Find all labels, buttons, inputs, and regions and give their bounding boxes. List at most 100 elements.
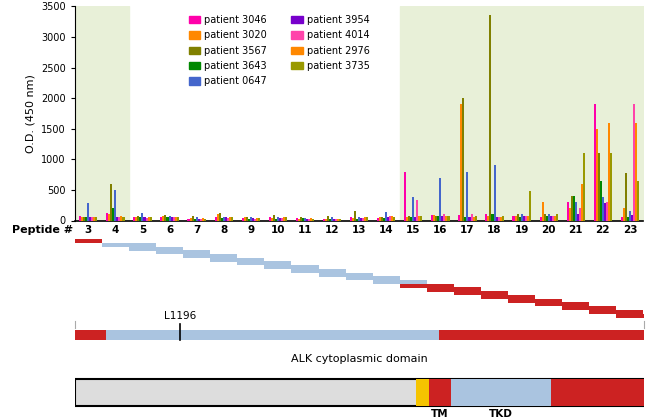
Text: 22: 22 xyxy=(595,225,610,235)
Bar xyxy=(325,219,327,221)
Bar xyxy=(194,219,196,221)
Text: 9: 9 xyxy=(247,225,254,235)
Bar xyxy=(462,98,464,220)
Bar xyxy=(258,218,260,221)
Bar xyxy=(352,218,354,221)
Bar xyxy=(216,214,218,221)
Bar xyxy=(175,217,177,220)
Bar xyxy=(535,302,590,307)
Text: 19: 19 xyxy=(514,225,529,235)
Bar xyxy=(87,203,89,221)
Bar xyxy=(519,217,521,220)
Text: 13: 13 xyxy=(352,225,367,235)
Bar xyxy=(528,191,531,220)
Bar xyxy=(318,273,372,277)
Bar xyxy=(75,239,102,243)
Bar xyxy=(83,217,85,220)
Bar xyxy=(502,215,504,220)
Bar xyxy=(569,208,571,220)
Bar xyxy=(471,214,473,221)
Bar xyxy=(577,214,579,220)
Bar xyxy=(79,215,81,220)
Bar xyxy=(540,217,541,220)
Bar xyxy=(220,218,223,221)
Bar xyxy=(412,197,414,220)
Bar xyxy=(556,214,558,221)
Bar xyxy=(200,219,201,221)
Text: ALK cytoplasmic domain: ALK cytoplasmic domain xyxy=(291,354,428,364)
Bar xyxy=(431,215,434,220)
Bar xyxy=(192,215,194,220)
Bar xyxy=(443,214,445,221)
Bar xyxy=(441,215,443,220)
Bar xyxy=(508,299,562,303)
Bar xyxy=(164,215,166,220)
Bar xyxy=(454,291,508,295)
Bar xyxy=(387,218,389,220)
Bar xyxy=(550,215,552,220)
Bar xyxy=(137,215,139,220)
Bar xyxy=(339,219,341,221)
Bar xyxy=(210,258,265,262)
Bar xyxy=(109,214,111,221)
Bar xyxy=(410,217,412,220)
Bar xyxy=(114,190,116,220)
Bar xyxy=(161,217,162,220)
Bar xyxy=(541,202,543,220)
Bar xyxy=(144,218,146,220)
Bar xyxy=(358,217,360,220)
Bar xyxy=(458,215,460,220)
Bar xyxy=(333,219,335,221)
Bar xyxy=(512,215,515,220)
Bar xyxy=(436,216,437,221)
Bar xyxy=(552,216,554,221)
Text: 15: 15 xyxy=(406,225,421,235)
Bar xyxy=(486,214,488,221)
Bar xyxy=(218,213,220,221)
Bar xyxy=(252,218,254,221)
Bar xyxy=(310,218,312,221)
Bar xyxy=(360,218,362,221)
Bar xyxy=(545,215,548,220)
Bar xyxy=(327,215,329,220)
Bar xyxy=(372,280,427,284)
Bar xyxy=(111,184,112,220)
Bar xyxy=(183,254,237,258)
Bar xyxy=(439,178,441,220)
Bar xyxy=(173,218,175,220)
Bar xyxy=(227,218,229,221)
Bar xyxy=(203,219,206,221)
Bar xyxy=(94,217,96,220)
Bar xyxy=(168,216,170,221)
Bar xyxy=(277,218,279,220)
Bar xyxy=(337,219,339,221)
Bar xyxy=(120,216,122,221)
Bar xyxy=(421,216,422,221)
Bar xyxy=(106,213,109,221)
Bar xyxy=(608,123,610,220)
Bar xyxy=(196,218,198,220)
Bar xyxy=(419,215,421,220)
Text: TM: TM xyxy=(431,409,448,419)
Bar xyxy=(296,218,298,221)
Bar xyxy=(379,217,381,220)
Bar xyxy=(75,380,644,406)
Bar xyxy=(633,104,635,220)
Bar xyxy=(273,215,275,220)
Bar xyxy=(437,216,439,221)
Bar xyxy=(122,217,125,220)
Bar xyxy=(106,330,439,340)
Text: 14: 14 xyxy=(379,225,393,235)
Bar xyxy=(434,215,436,220)
Bar xyxy=(439,330,644,340)
Text: 6: 6 xyxy=(166,225,173,235)
Bar xyxy=(96,217,98,220)
Bar xyxy=(554,215,556,220)
Bar xyxy=(604,203,606,221)
Bar xyxy=(391,216,393,221)
Bar xyxy=(248,219,250,221)
Bar xyxy=(404,172,406,220)
Bar xyxy=(467,171,469,220)
Text: TKD: TKD xyxy=(489,409,513,419)
Bar xyxy=(308,219,310,221)
